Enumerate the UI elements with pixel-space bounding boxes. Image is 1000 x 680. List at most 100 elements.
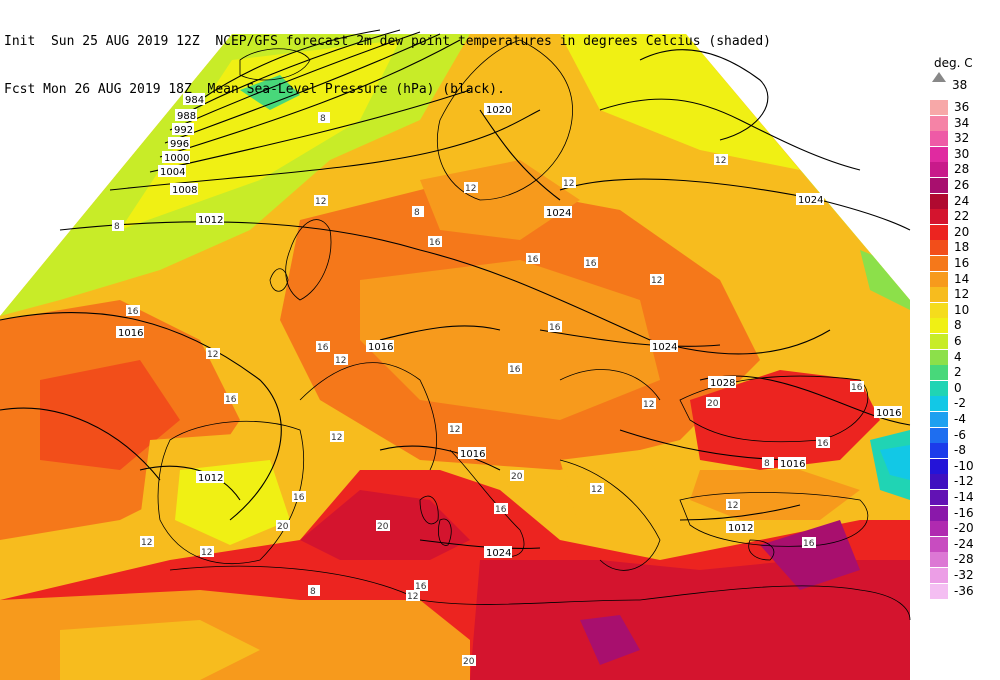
dewpoint-label: 12 xyxy=(330,431,344,443)
forecast-line: Fcst Mon 26 AUG 2019 18Z Mean Sea-Level … xyxy=(4,82,505,97)
svg-text:16: 16 xyxy=(495,505,507,515)
legend-swatch xyxy=(930,412,948,427)
dewpoint-label: 16 xyxy=(428,236,442,248)
svg-text:12: 12 xyxy=(331,433,342,443)
legend-swatch xyxy=(930,583,948,599)
svg-text:8: 8 xyxy=(414,208,420,218)
dewpoint-label: 16 xyxy=(526,253,540,265)
svg-text:1016: 1016 xyxy=(876,408,901,419)
dewpoint-label: 12 xyxy=(206,348,220,360)
svg-text:12: 12 xyxy=(141,538,152,548)
init-line: Init Sun 25 AUG 2019 12Z NCEP/GFS foreca… xyxy=(4,34,772,49)
dewpoint-label: 12 xyxy=(590,483,604,495)
dewpoint-label: 20 xyxy=(376,520,390,532)
isobar-label: 1016 xyxy=(778,457,806,470)
legend-label: 6 xyxy=(954,334,962,348)
svg-text:12: 12 xyxy=(643,400,654,410)
legend-swatch xyxy=(930,224,948,240)
svg-text:16: 16 xyxy=(549,323,561,333)
dewpoint-label: 16 xyxy=(494,503,508,515)
legend-swatch xyxy=(930,178,948,193)
legend-label: -12 xyxy=(954,474,974,489)
legend-label: -4 xyxy=(954,412,966,426)
dewpoint-label: 12 xyxy=(714,154,728,166)
svg-text:1024: 1024 xyxy=(546,208,571,219)
legend-label: -10 xyxy=(954,458,974,473)
legend-label: 8 xyxy=(954,318,962,333)
svg-text:1012: 1012 xyxy=(728,523,753,534)
svg-text:16: 16 xyxy=(293,493,305,503)
svg-text:1024: 1024 xyxy=(798,195,823,206)
legend-label: 22 xyxy=(954,209,970,224)
dewpoint-label: 16 xyxy=(508,363,522,375)
isobar-label: 1012 xyxy=(196,471,224,484)
svg-text:12: 12 xyxy=(651,276,662,286)
svg-text:1020: 1020 xyxy=(486,105,511,116)
svg-text:1016: 1016 xyxy=(118,328,143,339)
svg-text:1012: 1012 xyxy=(198,215,223,226)
legend-swatch xyxy=(930,193,948,209)
svg-text:20: 20 xyxy=(511,472,523,482)
svg-text:16: 16 xyxy=(851,383,863,393)
isobar-label: 1004 xyxy=(158,165,186,178)
legend-swatch xyxy=(930,568,948,583)
dewpoint-label: 16 xyxy=(126,305,140,317)
svg-text:12: 12 xyxy=(207,350,218,360)
dewpoint-label: 12 xyxy=(650,274,664,286)
dewpoint-label: 20 xyxy=(510,470,524,482)
legend-swatch xyxy=(930,474,948,490)
dewpoint-label: 16 xyxy=(414,580,428,592)
svg-text:12: 12 xyxy=(407,592,418,602)
dewpoint-label: 8 xyxy=(762,457,774,469)
dewpoint-label: 8 xyxy=(308,585,320,597)
svg-text:12: 12 xyxy=(727,501,738,511)
legend-top-value: 38 xyxy=(952,78,968,92)
svg-text:12: 12 xyxy=(335,356,346,366)
legend-swatch xyxy=(930,131,948,147)
legend-label: -14 xyxy=(954,490,974,504)
isobar-label: 1016 xyxy=(116,326,144,339)
legend-label: 4 xyxy=(954,349,962,364)
legend-label: -6 xyxy=(954,427,966,442)
isobar-label: 1016 xyxy=(458,447,486,460)
svg-text:1024: 1024 xyxy=(486,548,511,559)
legend-swatch xyxy=(930,302,948,318)
isobar-label: 992 xyxy=(172,123,194,136)
legend-swatch xyxy=(930,334,948,349)
svg-text:12: 12 xyxy=(465,184,476,194)
svg-text:20: 20 xyxy=(463,657,475,667)
isobar-label: 1024 xyxy=(544,206,572,219)
legend-label: -36 xyxy=(954,583,974,598)
isobar-label: 1012 xyxy=(726,521,754,534)
dewpoint-label: 12 xyxy=(448,423,462,435)
legend-label: 10 xyxy=(954,302,970,317)
isobar-label: 1020 xyxy=(484,103,512,116)
legend-swatch xyxy=(930,287,948,303)
dewpoint-label: 16 xyxy=(224,393,238,405)
svg-text:1016: 1016 xyxy=(780,459,805,470)
dewpoint-label: 12 xyxy=(642,398,656,410)
dewpoint-label: 20 xyxy=(706,397,720,409)
dewpoint-label: 16 xyxy=(816,437,830,449)
isobar-label: 1000 xyxy=(162,151,190,164)
legend-label: -32 xyxy=(954,568,974,582)
dewpoint-label: 12 xyxy=(406,590,420,602)
legend-label: 0 xyxy=(954,380,962,395)
legend-label: -24 xyxy=(954,536,974,551)
svg-text:12: 12 xyxy=(715,156,726,166)
svg-text:16: 16 xyxy=(127,307,139,317)
svg-text:12: 12 xyxy=(315,197,326,207)
dewpoint-label: 20 xyxy=(462,655,476,667)
legend-swatch xyxy=(930,162,948,178)
dewpoint-label: 16 xyxy=(316,341,330,353)
legend-label: 26 xyxy=(954,178,970,192)
legend-swatch xyxy=(930,521,948,537)
legend-label: 28 xyxy=(954,162,970,177)
svg-text:1008: 1008 xyxy=(172,185,197,196)
svg-text:984: 984 xyxy=(185,95,204,106)
legend-swatch xyxy=(930,458,948,474)
svg-text:1028: 1028 xyxy=(710,378,735,389)
svg-text:16: 16 xyxy=(527,255,539,265)
dewpoint-label: 12 xyxy=(140,536,154,548)
